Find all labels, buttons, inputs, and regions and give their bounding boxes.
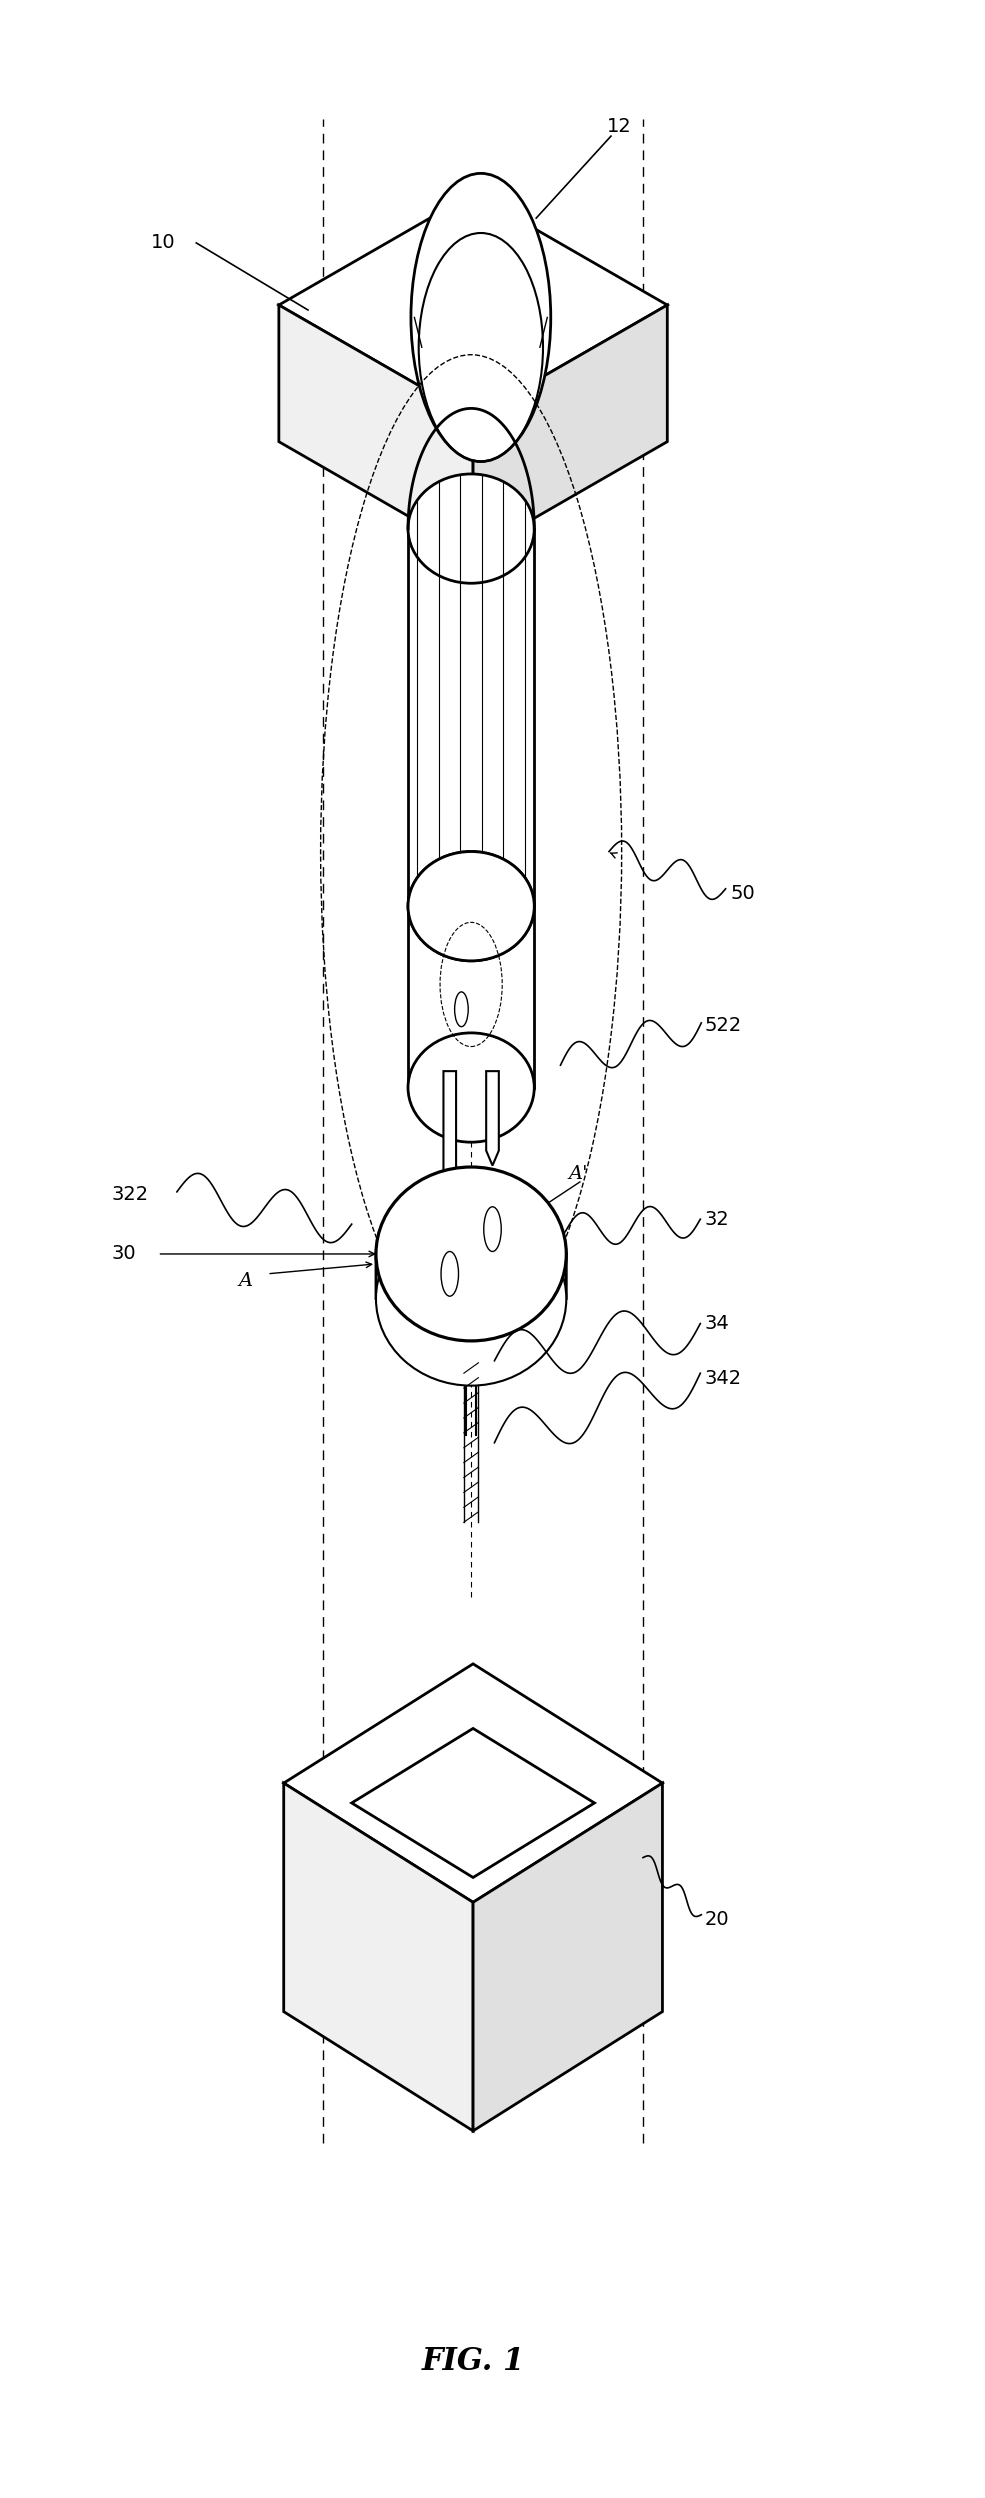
Text: 30: 30 <box>112 1244 137 1264</box>
Circle shape <box>484 1207 501 1251</box>
Polygon shape <box>284 1664 663 1903</box>
Text: 50: 50 <box>731 884 755 904</box>
Text: B: B <box>442 602 456 620</box>
Text: 34: 34 <box>704 1314 729 1334</box>
Polygon shape <box>408 907 534 1087</box>
Polygon shape <box>473 1784 663 2131</box>
Polygon shape <box>279 192 667 417</box>
Text: A': A' <box>568 1167 588 1184</box>
Ellipse shape <box>376 1167 566 1341</box>
Text: 342: 342 <box>704 1369 742 1389</box>
Polygon shape <box>376 1254 471 1334</box>
Ellipse shape <box>408 852 534 962</box>
Ellipse shape <box>411 172 551 462</box>
Text: 20: 20 <box>704 1911 729 1928</box>
Text: FIG. 1: FIG. 1 <box>422 2346 525 2378</box>
Text: 322: 322 <box>112 1184 149 1204</box>
Polygon shape <box>279 305 473 555</box>
Text: 522: 522 <box>704 1017 742 1034</box>
Text: 10: 10 <box>151 232 175 252</box>
Text: A: A <box>238 1271 252 1291</box>
Polygon shape <box>471 1254 566 1334</box>
Ellipse shape <box>408 475 534 582</box>
Circle shape <box>441 1251 458 1296</box>
Ellipse shape <box>408 1032 534 1142</box>
Text: 32: 32 <box>704 1209 729 1229</box>
Ellipse shape <box>408 852 534 962</box>
Ellipse shape <box>376 1212 566 1386</box>
Polygon shape <box>487 1072 498 1167</box>
Polygon shape <box>284 1784 473 2131</box>
Polygon shape <box>443 1072 456 1207</box>
Polygon shape <box>408 530 534 907</box>
Text: 12: 12 <box>607 117 631 135</box>
Polygon shape <box>473 305 667 555</box>
